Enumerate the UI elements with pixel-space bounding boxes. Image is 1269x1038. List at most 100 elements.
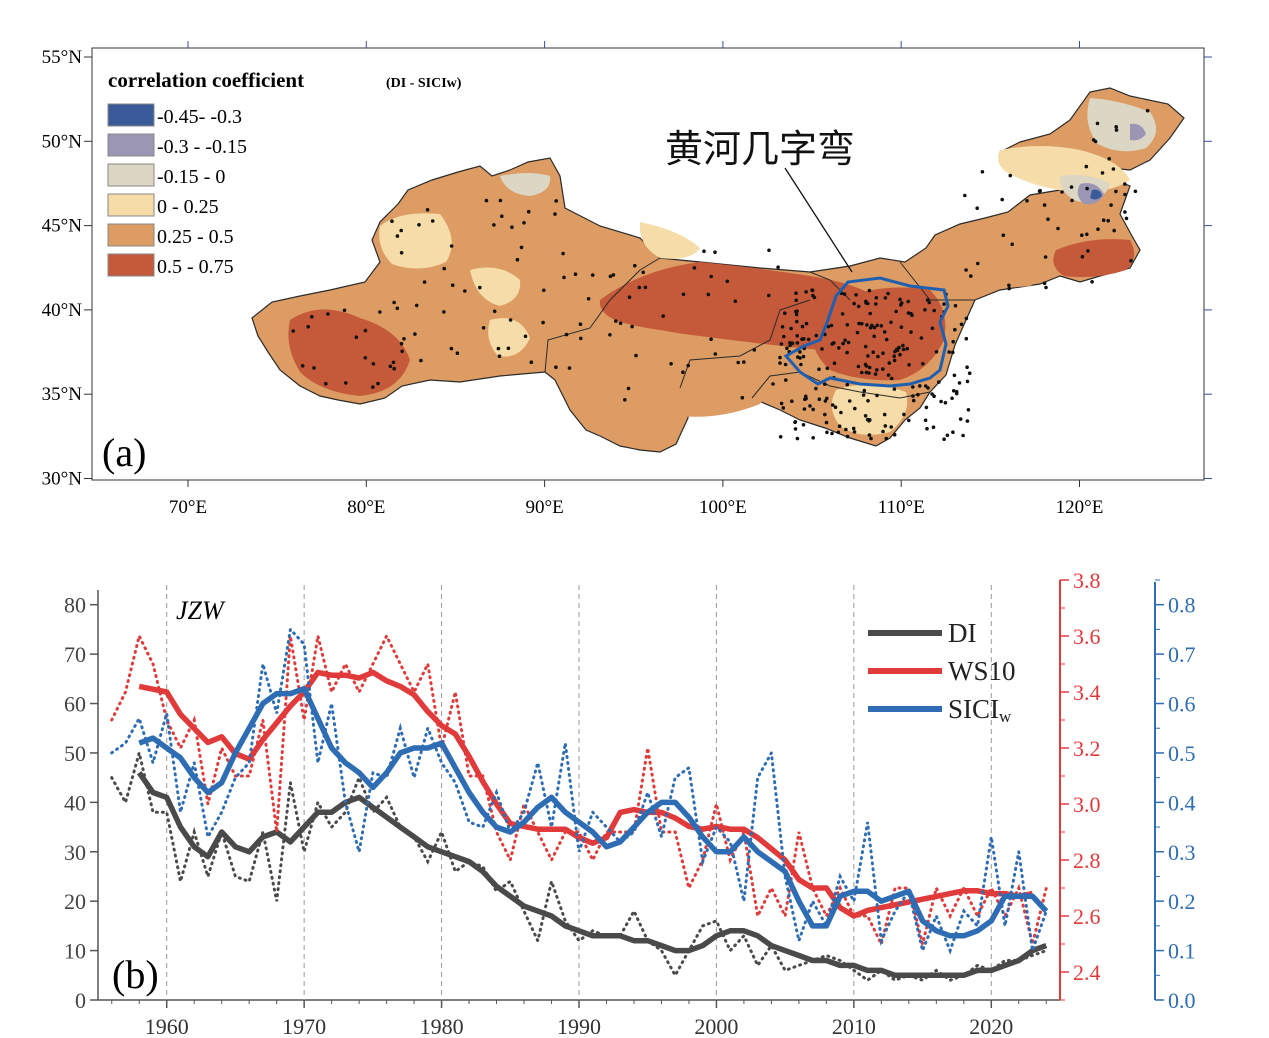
station-dot xyxy=(778,355,782,360)
station-dot xyxy=(860,370,864,375)
station-dot xyxy=(939,399,943,404)
station-dot xyxy=(814,333,819,338)
station-dot xyxy=(417,223,421,227)
station-dot xyxy=(980,170,985,174)
station-dot xyxy=(1046,217,1050,221)
station-dot xyxy=(618,321,623,326)
station-dot xyxy=(1025,199,1029,203)
station-dot xyxy=(395,234,400,238)
station-dot xyxy=(1096,227,1100,231)
station-dot xyxy=(923,308,927,312)
longitude-tick-label: 80°E xyxy=(347,497,385,518)
station-dot xyxy=(634,353,638,358)
station-dot xyxy=(853,406,857,411)
station-dot xyxy=(388,364,393,369)
patch-mid xyxy=(962,254,1044,288)
longitude-labels: 70°E 80°E 90°E 100°E 110°E 120°E xyxy=(169,497,1103,518)
jzw-annotation: JZW xyxy=(176,596,226,625)
station-dot xyxy=(795,436,800,441)
station-dot xyxy=(399,228,404,233)
station-dot xyxy=(1123,210,1127,214)
station-dot xyxy=(709,274,713,279)
station-points xyxy=(291,108,1150,442)
station-dot xyxy=(951,350,955,355)
station-dot xyxy=(1095,121,1100,126)
station-dot xyxy=(1123,192,1127,197)
station-dot xyxy=(810,288,815,293)
panel-b-axes: 1960 1970 1980 1990 2000 2010 2020 0 10 20 30 40 50 6… xyxy=(64,568,1196,1038)
station-dot xyxy=(614,319,618,323)
patch-mid xyxy=(560,326,770,417)
station-dot xyxy=(1037,189,1042,193)
station-dot xyxy=(1145,108,1150,113)
station-dot xyxy=(1008,173,1013,178)
patch-neg-mid xyxy=(1130,123,1146,141)
sici-tick-label: 0.8 xyxy=(1168,593,1196,618)
station-dot xyxy=(779,401,784,406)
x-tick-label: 2010 xyxy=(832,1014,876,1038)
station-dot xyxy=(823,412,827,417)
station-dot xyxy=(1124,216,1129,221)
station-dot xyxy=(1043,255,1048,259)
station-dot xyxy=(1090,280,1094,284)
station-dot xyxy=(478,285,482,290)
station-dot xyxy=(967,371,972,376)
legend-item-label: -0.15 - 0 xyxy=(157,166,225,188)
legend-swatch xyxy=(107,163,155,187)
vertical-gridlines xyxy=(166,585,992,1000)
station-dot xyxy=(1100,171,1105,175)
station-dot xyxy=(844,427,848,432)
station-dot xyxy=(794,291,798,296)
station-dot xyxy=(449,346,454,351)
station-dot xyxy=(567,366,572,370)
station-dot xyxy=(795,341,800,345)
station-dot xyxy=(814,386,818,391)
longitude-tick-label: 120°E xyxy=(1056,497,1104,518)
station-dot xyxy=(802,407,807,411)
station-dot xyxy=(901,343,905,348)
panel-b-label: (b) xyxy=(112,952,159,997)
station-dot xyxy=(780,325,785,329)
station-dot xyxy=(907,418,911,423)
station-dot xyxy=(836,430,841,435)
legend-label-sici: SICIw xyxy=(948,694,1012,726)
station-dot xyxy=(354,335,359,340)
station-dot xyxy=(918,384,922,388)
station-dot xyxy=(783,311,787,316)
station-dot xyxy=(496,346,501,351)
station-dot xyxy=(752,348,757,352)
station-dot xyxy=(1129,258,1133,263)
legend-item-label: 0 - 0.25 xyxy=(157,196,219,218)
station-dot xyxy=(965,365,969,370)
station-dot xyxy=(1069,185,1074,189)
station-dot xyxy=(852,301,856,306)
station-dot xyxy=(399,341,404,346)
station-dot xyxy=(841,341,845,346)
ws10-tick-label: 2.8 xyxy=(1073,848,1101,873)
station-dot xyxy=(951,339,955,344)
station-dot xyxy=(1001,233,1006,237)
station-dot xyxy=(681,370,685,375)
station-dot xyxy=(484,198,489,203)
station-dot xyxy=(942,302,946,306)
station-dot xyxy=(795,334,799,338)
latitude-labels: 55°N 50°N 45°N 40°N 35°N 30°N xyxy=(42,47,83,490)
station-dot xyxy=(867,433,872,437)
station-dot xyxy=(832,341,836,345)
station-dot xyxy=(872,325,877,330)
station-dot xyxy=(498,198,503,203)
chart-legend: DI WS10 SICIw xyxy=(868,618,1016,726)
station-dot xyxy=(976,261,980,266)
station-dot xyxy=(767,293,771,298)
station-dot xyxy=(892,358,897,363)
station-dot xyxy=(519,245,524,250)
station-dot xyxy=(608,274,613,279)
station-dot xyxy=(868,418,872,422)
station-dot xyxy=(430,219,435,223)
station-dot xyxy=(845,350,849,355)
station-dot xyxy=(966,408,971,412)
station-dot xyxy=(392,366,397,371)
station-dot xyxy=(623,398,627,402)
station-dot xyxy=(899,303,903,307)
